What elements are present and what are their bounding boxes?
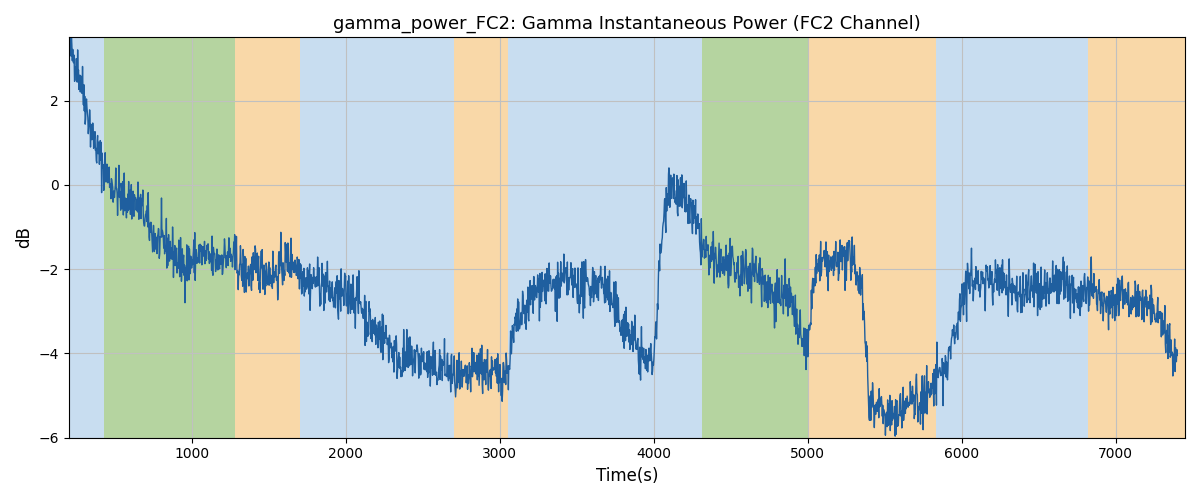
Title: gamma_power_FC2: Gamma Instantaneous Power (FC2 Channel): gamma_power_FC2: Gamma Instantaneous Pow… xyxy=(334,15,920,34)
Bar xyxy=(300,38,454,438)
Bar xyxy=(508,38,670,438)
Bar xyxy=(936,38,1088,438)
Bar xyxy=(670,38,702,438)
Bar xyxy=(1088,38,1186,438)
Bar xyxy=(809,38,936,438)
Bar xyxy=(748,38,809,438)
Bar xyxy=(454,38,508,438)
Y-axis label: dB: dB xyxy=(16,226,34,248)
X-axis label: Time(s): Time(s) xyxy=(595,467,658,485)
Bar xyxy=(235,38,300,438)
Bar xyxy=(702,38,748,438)
Bar xyxy=(104,38,235,438)
Bar xyxy=(68,38,104,438)
